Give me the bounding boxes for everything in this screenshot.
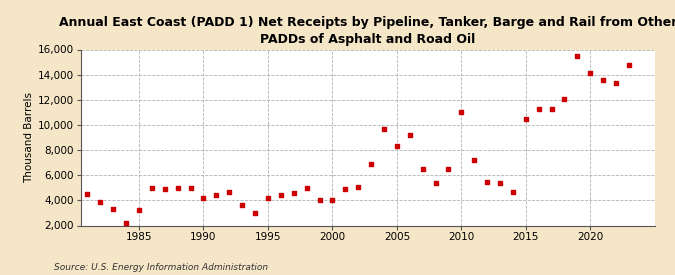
Point: [392, 144, 402, 148]
Point: [366, 162, 377, 166]
Point: [546, 106, 557, 111]
Point: [572, 54, 583, 58]
Point: [417, 167, 428, 171]
Point: [495, 181, 506, 185]
Point: [314, 198, 325, 203]
Point: [624, 62, 634, 67]
Point: [482, 179, 493, 184]
Point: [121, 221, 132, 225]
Point: [146, 186, 157, 190]
Point: [404, 133, 415, 137]
Point: [611, 81, 622, 86]
Point: [533, 106, 544, 111]
Point: [198, 196, 209, 200]
Point: [263, 196, 273, 200]
Point: [598, 78, 609, 82]
Point: [520, 116, 531, 121]
Point: [224, 189, 235, 194]
Point: [172, 186, 183, 190]
Point: [327, 198, 338, 203]
Y-axis label: Thousand Barrels: Thousand Barrels: [24, 92, 34, 183]
Point: [134, 208, 144, 213]
Title: Annual East Coast (PADD 1) Net Receipts by Pipeline, Tanker, Barge and Rail from: Annual East Coast (PADD 1) Net Receipts …: [59, 16, 675, 46]
Point: [275, 193, 286, 197]
Point: [250, 211, 261, 215]
Point: [82, 192, 93, 196]
Point: [211, 193, 222, 197]
Point: [456, 110, 466, 115]
Point: [159, 187, 170, 191]
Point: [379, 126, 389, 131]
Point: [340, 187, 351, 191]
Point: [108, 207, 119, 211]
Point: [443, 167, 454, 171]
Point: [95, 199, 106, 204]
Point: [237, 203, 248, 208]
Point: [288, 191, 299, 195]
Text: Source: U.S. Energy Information Administration: Source: U.S. Energy Information Administ…: [54, 263, 268, 272]
Point: [469, 158, 480, 162]
Point: [585, 71, 595, 76]
Point: [353, 184, 364, 189]
Point: [185, 186, 196, 190]
Point: [559, 96, 570, 101]
Point: [508, 189, 518, 194]
Point: [301, 186, 312, 190]
Point: [430, 181, 441, 185]
